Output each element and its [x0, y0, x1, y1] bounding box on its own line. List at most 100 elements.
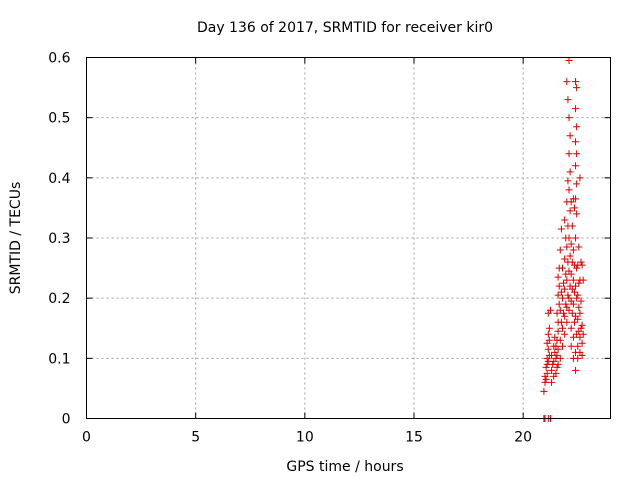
data-point — [578, 261, 586, 269]
data-point — [565, 114, 573, 122]
data-point — [557, 225, 565, 233]
data-point — [544, 345, 552, 353]
data-point — [560, 279, 568, 287]
data-point — [555, 300, 563, 308]
data-point — [553, 363, 561, 371]
data-point — [540, 387, 548, 395]
data-point — [574, 291, 582, 299]
data-point — [574, 354, 582, 362]
data-point — [542, 363, 550, 371]
data-point — [565, 186, 573, 194]
y-tick-label: 0.6 — [48, 51, 70, 67]
data-point — [545, 324, 553, 332]
data-point — [556, 354, 564, 362]
data-point — [566, 168, 574, 176]
data-point — [573, 210, 581, 218]
data-point — [548, 366, 556, 374]
data-point — [567, 324, 575, 332]
data-point — [558, 324, 566, 332]
x-tick-label: 10 — [296, 430, 314, 446]
data-point — [574, 315, 582, 323]
data-point — [577, 324, 585, 332]
data-point — [561, 216, 569, 224]
data-point — [579, 330, 587, 338]
x-tick-label: 0 — [82, 430, 91, 446]
data-point — [566, 207, 574, 215]
data-point — [564, 177, 572, 185]
data-point — [560, 309, 568, 317]
data-point — [554, 273, 562, 281]
data-point — [569, 300, 577, 308]
data-point — [570, 204, 578, 212]
data-point — [565, 306, 573, 314]
y-tick-label: 0.2 — [48, 291, 70, 307]
data-point — [556, 246, 564, 254]
data-point — [542, 375, 550, 383]
data-point — [567, 270, 575, 278]
data-point — [565, 57, 573, 65]
data-point — [563, 78, 571, 86]
data-point — [577, 258, 585, 266]
data-point — [545, 336, 553, 344]
x-tick-label: 15 — [405, 430, 423, 446]
data-point — [575, 243, 583, 251]
y-tick-label: 0.3 — [48, 231, 70, 247]
data-point — [572, 105, 580, 113]
data-point — [556, 306, 564, 314]
data-point — [556, 336, 564, 344]
data-point — [564, 96, 572, 104]
data-point — [541, 378, 549, 386]
data-point — [574, 342, 582, 350]
data-point — [572, 282, 580, 290]
data-point — [553, 309, 561, 317]
data-point — [558, 342, 566, 350]
data-point — [563, 243, 571, 251]
data-point — [576, 333, 584, 341]
data-points — [540, 57, 587, 422]
data-point — [579, 276, 587, 284]
data-point — [543, 369, 551, 377]
data-point — [572, 138, 580, 146]
data-point — [554, 360, 562, 368]
data-point — [567, 342, 575, 350]
data-point — [554, 327, 562, 335]
chart-title: Day 136 of 2017, SRMTID for receiver kir… — [197, 20, 493, 36]
data-point — [564, 291, 572, 299]
x-tick-label: 5 — [191, 430, 200, 446]
data-point — [578, 339, 586, 347]
data-point — [561, 255, 569, 263]
data-point — [566, 252, 574, 260]
data-point — [546, 306, 554, 314]
data-point — [553, 351, 561, 359]
data-point — [573, 123, 581, 131]
data-point — [544, 330, 552, 338]
data-point — [573, 180, 581, 188]
data-point — [565, 150, 573, 158]
data-point — [561, 285, 569, 293]
data-point — [572, 78, 580, 86]
data-point — [569, 276, 577, 284]
y-tick-label: 0.5 — [48, 111, 70, 127]
data-point — [578, 321, 586, 329]
data-point — [567, 240, 575, 248]
data-point — [562, 300, 570, 308]
data-point — [576, 309, 584, 317]
y-axis-label: SRMTID / TECUs — [8, 182, 24, 295]
data-point — [572, 195, 580, 203]
data-point — [569, 246, 577, 254]
data-point — [573, 294, 581, 302]
x-tick-label: 20 — [514, 430, 532, 446]
data-point — [575, 279, 583, 287]
data-point — [572, 366, 580, 374]
data-point — [568, 309, 576, 317]
data-point — [575, 303, 583, 311]
data-point — [573, 264, 581, 272]
data-point — [572, 162, 580, 170]
data-point — [558, 294, 566, 302]
data-point — [578, 351, 586, 359]
y-tick-label: 0 — [62, 412, 71, 428]
data-point — [573, 84, 581, 92]
data-point — [568, 222, 576, 230]
data-point — [572, 234, 580, 242]
